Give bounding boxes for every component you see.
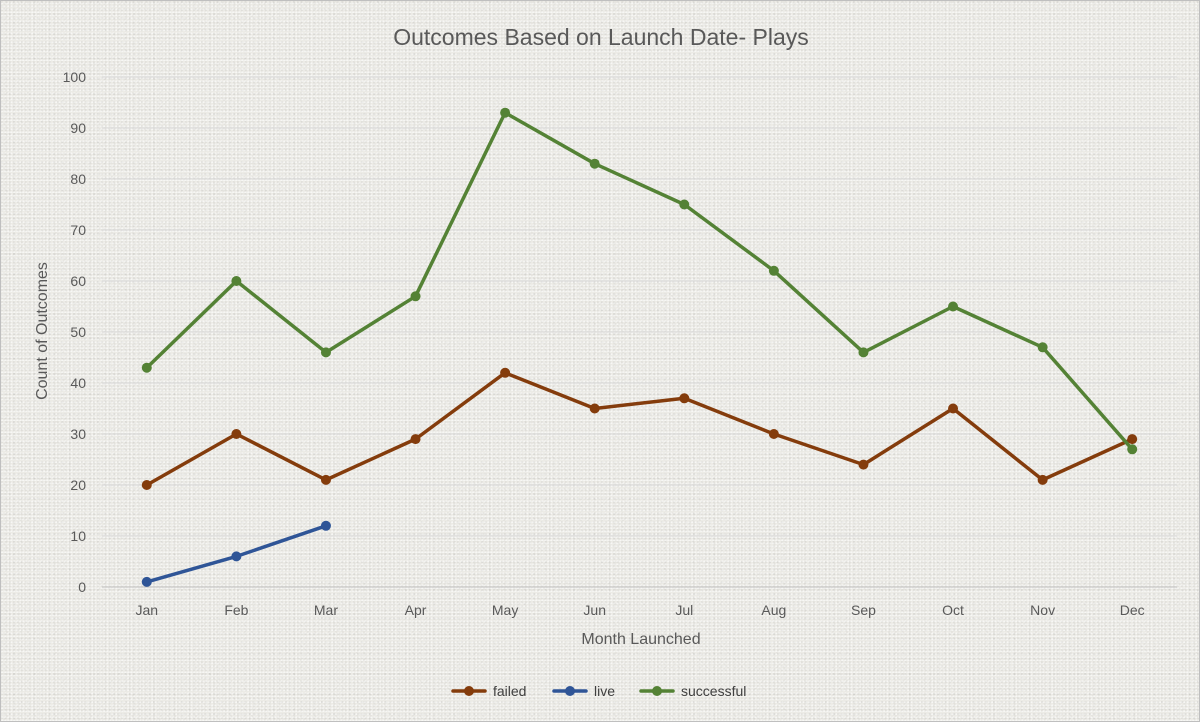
data-point-successful: [948, 301, 959, 312]
data-point-successful: [589, 158, 600, 169]
x-tick-label: Jan: [136, 602, 159, 618]
series-lines: [141, 107, 1138, 587]
legend-item-failed: failed: [451, 683, 526, 699]
y-axis-ticks: 0 10 20 30 40 50 60 70 80 90 100: [63, 69, 87, 595]
data-point-successful: [320, 347, 331, 358]
data-point-failed: [410, 434, 421, 445]
data-point-failed: [679, 393, 690, 404]
data-point-successful: [858, 347, 869, 358]
data-point-failed: [320, 474, 331, 485]
series-line-successful: [145, 110, 1134, 452]
y-tick-label: 90: [70, 120, 86, 136]
series-successful: [141, 107, 1138, 455]
y-tick-label: 60: [70, 273, 86, 289]
series-line-failed: [145, 371, 1134, 487]
legend: failed live successful: [451, 683, 746, 699]
data-point-successful: [141, 362, 152, 373]
data-point-failed: [768, 429, 779, 439]
data-point-failed: [141, 480, 152, 490]
data-point-live: [141, 576, 152, 587]
x-tick-label: Aug: [761, 602, 786, 618]
legend-label: failed: [493, 683, 526, 699]
legend-marker: [652, 686, 662, 696]
data-point-failed: [231, 429, 242, 439]
y-axis-title: Count of Outcomes: [34, 262, 51, 400]
x-tick-label: Oct: [942, 602, 964, 618]
y-tick-label: 20: [70, 477, 86, 493]
y-tick-label: 10: [70, 528, 86, 544]
series-failed: [141, 367, 1138, 490]
data-point-failed: [858, 459, 869, 470]
x-tick-label: Nov: [1030, 602, 1055, 618]
data-point-failed: [948, 403, 959, 414]
data-point-successful: [231, 276, 242, 286]
legend-item-live: live: [552, 683, 615, 699]
y-tick-label: 40: [70, 375, 86, 391]
x-tick-label: Sep: [851, 602, 876, 618]
x-axis-title: Month Launched: [581, 631, 700, 648]
y-tick-label: 0: [78, 579, 86, 595]
y-tick-label: 80: [70, 171, 86, 187]
legend-label: live: [594, 683, 615, 699]
data-point-successful: [410, 291, 421, 302]
y-tick-label: 100: [63, 69, 87, 85]
x-tick-label: Dec: [1120, 602, 1145, 618]
data-point-successful: [768, 265, 779, 276]
data-point-failed: [589, 403, 600, 414]
legend-item-successful: successful: [639, 683, 746, 699]
x-tick-label: Feb: [224, 602, 248, 618]
legend-marker: [565, 686, 575, 696]
chart-title: Outcomes Based on Launch Date- Plays: [393, 24, 809, 50]
data-point-failed: [1127, 434, 1138, 445]
data-point-successful: [500, 107, 511, 118]
x-tick-label: Mar: [314, 602, 338, 618]
data-point-failed: [500, 367, 511, 378]
x-tick-label: Jul: [675, 602, 693, 618]
gridlines: [102, 76, 1177, 588]
y-tick-label: 30: [70, 426, 86, 442]
data-point-successful: [679, 199, 690, 210]
legend-label: successful: [681, 683, 746, 699]
y-tick-label: 70: [70, 222, 86, 238]
data-point-failed: [1037, 474, 1048, 485]
x-tick-label: Jun: [583, 602, 606, 618]
x-axis-ticks: Jan Feb Mar Apr May Jun Jul Aug Sep Oct Nov Dec: [136, 602, 1145, 618]
x-tick-label: Apr: [405, 602, 427, 618]
data-point-successful: [1037, 342, 1048, 353]
data-point-successful: [1127, 444, 1138, 455]
data-point-live: [231, 551, 242, 562]
y-tick-label: 50: [70, 324, 86, 340]
data-point-live: [320, 520, 331, 531]
x-tick-label: May: [492, 602, 518, 618]
series-live: [141, 520, 331, 587]
legend-marker: [464, 686, 474, 696]
